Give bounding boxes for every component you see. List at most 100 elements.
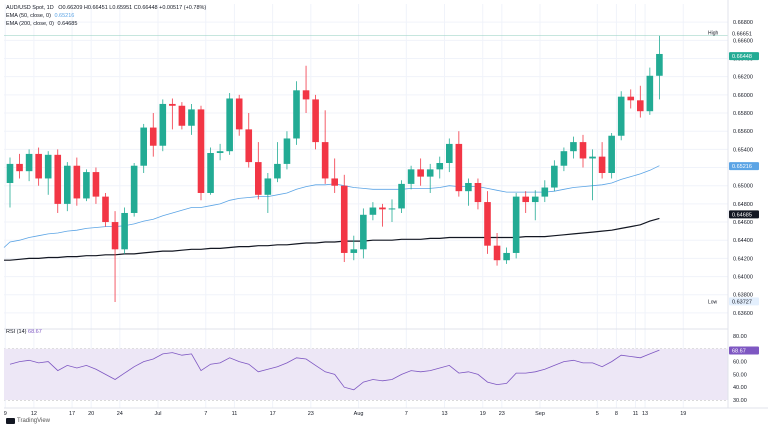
candle: [608, 133, 615, 179]
candle: [149, 113, 157, 157]
x-tick-label: 17: [270, 411, 276, 417]
candle: [551, 160, 558, 192]
candle: [312, 94, 319, 150]
candle: [169, 98, 176, 130]
candle: [140, 123, 147, 173]
candle: [83, 169, 90, 202]
rsi-path: [9, 349, 660, 391]
x-tick-label: 12: [31, 411, 37, 417]
x-tick-label: 7: [204, 411, 207, 417]
candle: [130, 163, 138, 217]
legend-symbol: AUD/USD Spot, 1D: [6, 5, 54, 11]
candle: [541, 180, 549, 203]
candle: [484, 191, 491, 254]
candle: [474, 178, 482, 210]
candle: [407, 165, 415, 190]
candle: [493, 232, 501, 266]
candle: [54, 149, 62, 213]
rsi-line: [9, 349, 660, 391]
candle: [25, 149, 33, 182]
candle: [16, 153, 23, 179]
price-tick-label: 0.65800: [733, 111, 753, 117]
candle: [455, 131, 463, 197]
candle: [350, 235, 358, 261]
ema-50-line: [3, 165, 660, 248]
x-tick-label: 11: [232, 411, 238, 417]
svg-text:0.66651: 0.66651: [732, 32, 752, 38]
rsi-tick-label: 80.00: [733, 334, 747, 340]
x-tick-label: 20: [88, 411, 94, 417]
candle: [159, 99, 167, 152]
candle: [417, 158, 424, 186]
candle: [264, 172, 272, 213]
candle: [178, 102, 186, 130]
candle: [321, 110, 329, 184]
candle: [283, 131, 291, 170]
candle: [44, 151, 52, 195]
candle: [235, 94, 243, 136]
price-tick-label: 0.66200: [733, 75, 753, 81]
legend-ema50-row[interactable]: EMA (50, close, 0) 0.65216: [6, 12, 206, 20]
candle: [656, 35, 663, 100]
x-tick-label: 23: [499, 411, 505, 417]
rsi-value-tag: 68.67: [729, 346, 759, 355]
tradingview-logo-icon: [6, 418, 15, 424]
candle: [560, 147, 568, 172]
candle: [388, 199, 396, 223]
tradingview-logo-text: TradingView: [17, 418, 51, 424]
high-label: High: [708, 31, 719, 37]
legend-ema200-row[interactable]: EMA (200, close, 0) 0.64685: [6, 20, 206, 28]
price-tick-label: 0.64000: [733, 275, 753, 281]
rsi-tick-label: 30.00: [733, 398, 747, 404]
ema200-tag: 0.64685: [729, 210, 759, 219]
x-tick-label: 24: [117, 411, 123, 417]
candle: [226, 93, 233, 155]
candle: [589, 149, 596, 201]
price-tick-label: 0.63600: [733, 311, 753, 317]
svg-text:0.63727: 0.63727: [732, 299, 752, 305]
candle: [617, 91, 625, 141]
ema-200-line: [4, 217, 660, 261]
candle: [379, 203, 386, 227]
candle: [340, 174, 348, 263]
price-tick-label: 0.65000: [733, 184, 753, 190]
legend-ema50-label: EMA (50, close, 0): [6, 13, 51, 19]
candle: [188, 103, 195, 135]
tradingview-logo[interactable]: TradingView: [6, 418, 50, 424]
rsi-band: [4, 348, 728, 400]
legend-ema200-label: EMA (200, close, 0): [6, 21, 54, 27]
price-tick-label: 0.63800: [733, 293, 753, 299]
candle: [398, 180, 405, 213]
last-price-tag: 0.66448: [729, 52, 759, 61]
x-tick-label: Aug: [354, 411, 364, 417]
candle: [598, 142, 606, 179]
candle: [274, 142, 281, 183]
svg-text:0.66448: 0.66448: [732, 54, 752, 60]
candle: [570, 136, 577, 159]
candle: [446, 138, 453, 173]
candle: [92, 167, 100, 204]
chart-legend: AUD/USD Spot, 1D O0.66209 H0.66451 L0.65…: [6, 4, 206, 28]
x-tick-label: Sep: [535, 411, 545, 417]
low-value-tag: 0.63727: [729, 297, 759, 306]
candle: [646, 67, 654, 115]
x-tick-label: 11: [633, 411, 639, 417]
ema-50-path: [3, 165, 660, 248]
price-tick-label: 0.66000: [733, 93, 753, 99]
svg-text:0.65216: 0.65216: [732, 164, 752, 170]
candle: [360, 208, 367, 259]
legend-ema50-value: 0.65216: [54, 13, 75, 19]
candle: [627, 89, 635, 109]
candle: [35, 147, 42, 186]
candle: [531, 190, 539, 221]
x-tick-label: 9: [4, 411, 7, 417]
candle: [245, 113, 253, 168]
price-tick-label: 0.65600: [733, 129, 753, 135]
axis-labels: 0.668000.666000.664000.662000.660000.658…: [4, 20, 759, 417]
price-tick-label: 0.64200: [733, 256, 753, 262]
candle: [302, 65, 310, 114]
candle: [207, 147, 214, 195]
candle: [465, 178, 472, 206]
candle: [637, 85, 644, 118]
